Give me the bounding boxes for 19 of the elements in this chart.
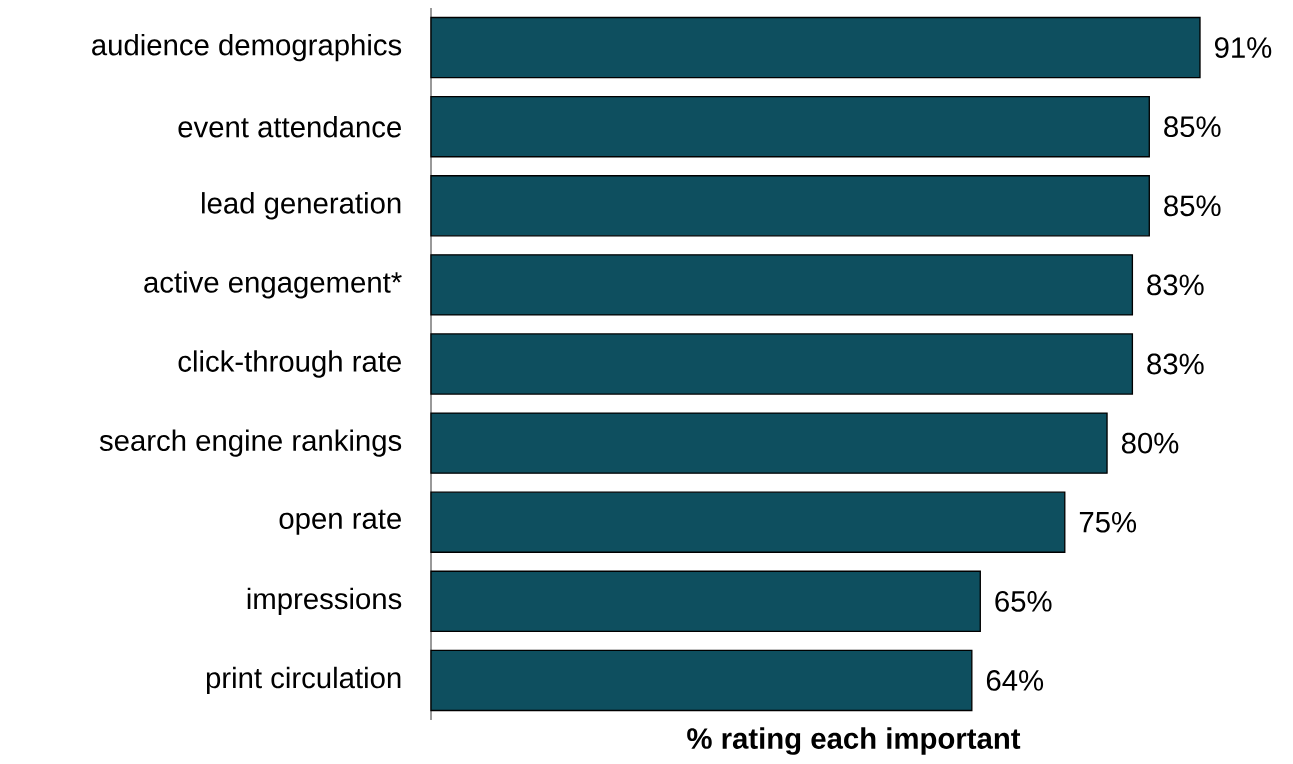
data-label: 80% [1121,432,1179,454]
data-label: 85% [1164,195,1221,217]
x-axis-title: % rating each important [687,727,1021,755]
y-tick-label: click-through rate [178,350,401,378]
data-label: 83% [1147,274,1204,296]
data-label: 75% [1079,511,1137,533]
y-tick-label: impressions [247,587,402,615]
y-tick-label: event attendance [178,115,401,138]
y-tick-label: print circulation [206,666,401,695]
data-label: 83% [1147,353,1204,375]
y-tick-label: audience demographics [92,33,402,62]
data-label: 85% [1164,116,1221,138]
data-label: 91% [1214,37,1272,58]
y-tick-label: search engine rankings [99,429,402,457]
data-label: 64% [986,670,1044,691]
data-label: 65% [995,590,1052,612]
y-tick-label: open rate [279,509,401,535]
y-tick-label: active engagement* [144,271,402,299]
y-tick-label: lead generation [202,192,401,220]
